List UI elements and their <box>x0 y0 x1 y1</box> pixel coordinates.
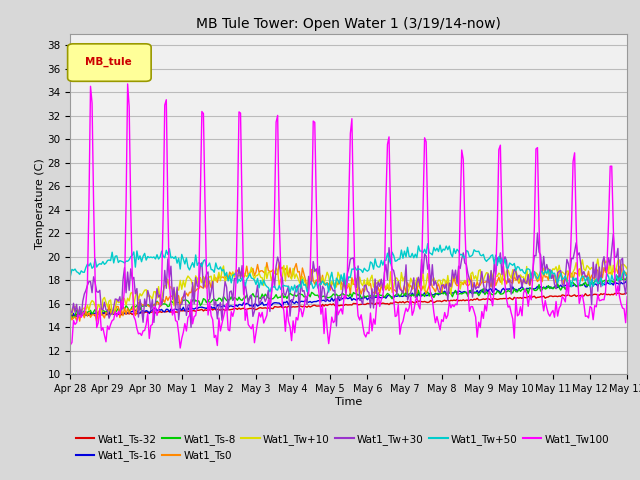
Title: MB Tule Tower: Open Water 1 (3/19/14-now): MB Tule Tower: Open Water 1 (3/19/14-now… <box>196 17 501 31</box>
X-axis label: Time: Time <box>335 397 362 407</box>
Y-axis label: Temperature (C): Temperature (C) <box>35 158 45 250</box>
Legend: Wat1_Ts-32, Wat1_Ts-16, Wat1_Ts-8, Wat1_Ts0, Wat1_Tw+10, Wat1_Tw+30, Wat1_Tw+50,: Wat1_Ts-32, Wat1_Ts-16, Wat1_Ts-8, Wat1_… <box>76 434 609 461</box>
FancyBboxPatch shape <box>68 44 151 81</box>
Text: MB_tule: MB_tule <box>85 57 132 67</box>
